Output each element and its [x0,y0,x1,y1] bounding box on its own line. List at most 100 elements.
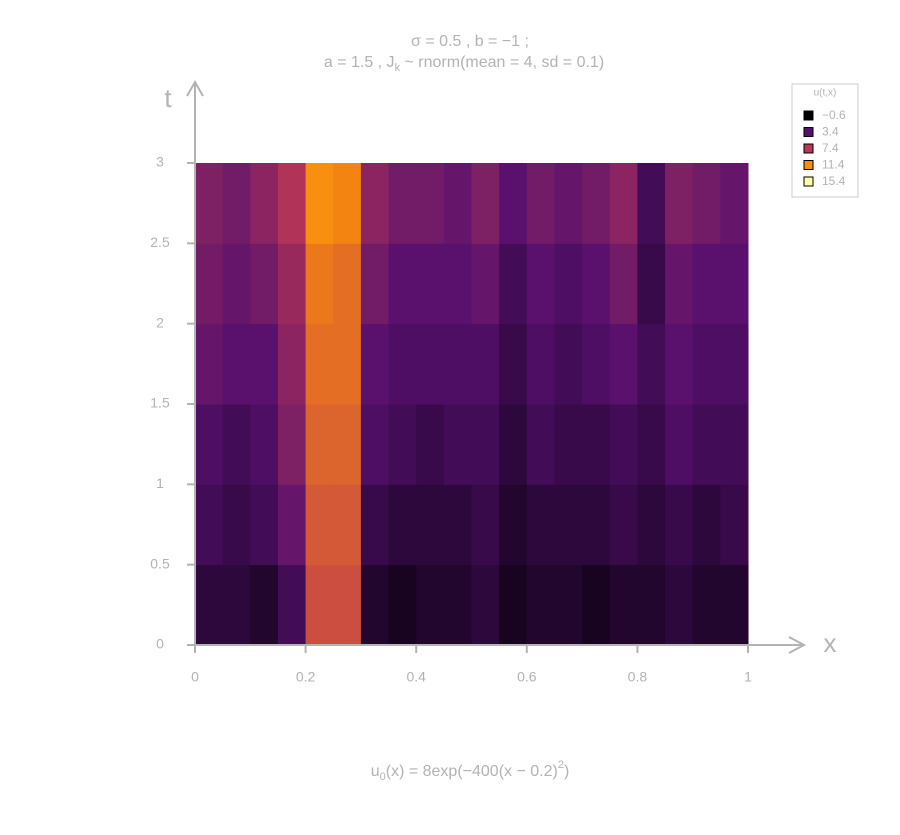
heat-cell [637,404,666,485]
heat-cell [277,163,307,244]
x-axis-label: x [824,628,837,658]
heat-cell [499,163,528,244]
heat-cell [554,323,583,405]
heat-cell [692,323,721,405]
text-part: ) [564,763,569,780]
heat-cell [277,404,307,485]
legend-swatch [803,176,814,187]
legend-title: u(t,x) [814,88,837,99]
y-tick-label: 1.5 [150,395,170,411]
heat-cell [609,484,638,566]
heat-cell [526,323,555,405]
heat-cell [665,243,694,325]
heat-cell [665,564,694,646]
text-part: ~ rnorm(mean = 4, sd = 0.1) [400,54,604,71]
heat-cell [471,243,500,325]
heat-cell [637,163,666,244]
heat-cell [305,243,334,325]
heat-cell [388,404,417,485]
heat-cell [499,404,528,485]
x-tick-label: 0 [191,669,199,685]
y-tick-label: 2 [156,314,164,330]
x-tick-label: 0.4 [406,669,426,685]
heat-cell [692,404,721,485]
heat-cell [277,323,307,405]
y-axis-label: t [164,83,172,113]
legend-box [791,83,859,198]
legend-swatch [803,127,814,137]
heat-cell [333,163,362,244]
legend-swatch [803,143,814,154]
heat-cell [222,564,251,646]
heat-cell [720,323,749,405]
heat-cell [554,564,583,646]
heat-cell [443,484,472,566]
heat-cell [250,243,279,325]
heat-cell [277,243,307,325]
heat-cell [582,564,611,646]
heat-cell [416,484,445,566]
heat-cell [471,404,500,485]
heat-cell [637,243,666,325]
text-part: 2 [558,759,564,771]
text-part: u [371,763,380,780]
heat-cell [609,243,638,325]
heat-cell [499,323,528,405]
heat-cell [471,484,500,566]
x-tick-label: 0.6 [517,669,537,685]
heat-cell [692,484,721,566]
heat-cell [692,163,721,244]
heat-cell [222,163,251,244]
heat-cell [333,243,362,325]
heat-cell [526,243,555,325]
heat-cell [388,163,417,244]
x-tick-label: 1 [744,669,752,685]
heat-cell [665,323,694,405]
heat-cell [443,404,472,485]
heat-cell [250,564,279,646]
y-tick-label: 0 [156,636,164,652]
x-tick-label: 0.2 [296,669,316,685]
heat-cell [333,404,362,485]
y-tick-label: 3 [156,154,164,170]
heat-cell [333,323,362,405]
axes [186,79,807,654]
heat-cell [250,323,279,405]
heat-cell [665,404,694,485]
heat-cell [609,404,638,485]
heat-cell [195,163,224,244]
text-part: (x) = 8exp(−400(x − 0.2) [386,763,558,780]
heat-cell [195,323,224,405]
heat-cell [526,404,555,485]
heat-cell [582,163,611,244]
y-tick-label: 1 [156,475,164,491]
heat-cell [526,163,555,244]
heat-cell [360,243,390,325]
legend-label: 7.4 [822,141,839,155]
heat-cell [222,243,251,325]
heat-cell [499,484,528,566]
heatmap [195,163,749,646]
heat-cell [471,323,500,405]
heat-cell [360,484,390,566]
y-arrow [186,79,204,97]
heat-cell [554,404,583,485]
heat-cell [388,243,417,325]
heat-cell [609,323,638,405]
heat-cell [499,564,528,646]
heat-cell [305,564,334,646]
heat-cell [360,323,390,405]
heat-cell [720,243,749,325]
heat-cell [443,163,472,244]
heat-cell [388,484,417,566]
heat-cell [443,243,472,325]
heat-cell [720,484,749,566]
heat-cell [305,404,334,485]
heat-cell [637,484,666,566]
caption: u0(x) = 8exp(−400(x − 0.2)2) [371,759,570,783]
heat-cell [554,163,583,244]
heat-cell [720,163,749,244]
heat-cell [416,243,445,325]
heat-cell [195,243,224,325]
